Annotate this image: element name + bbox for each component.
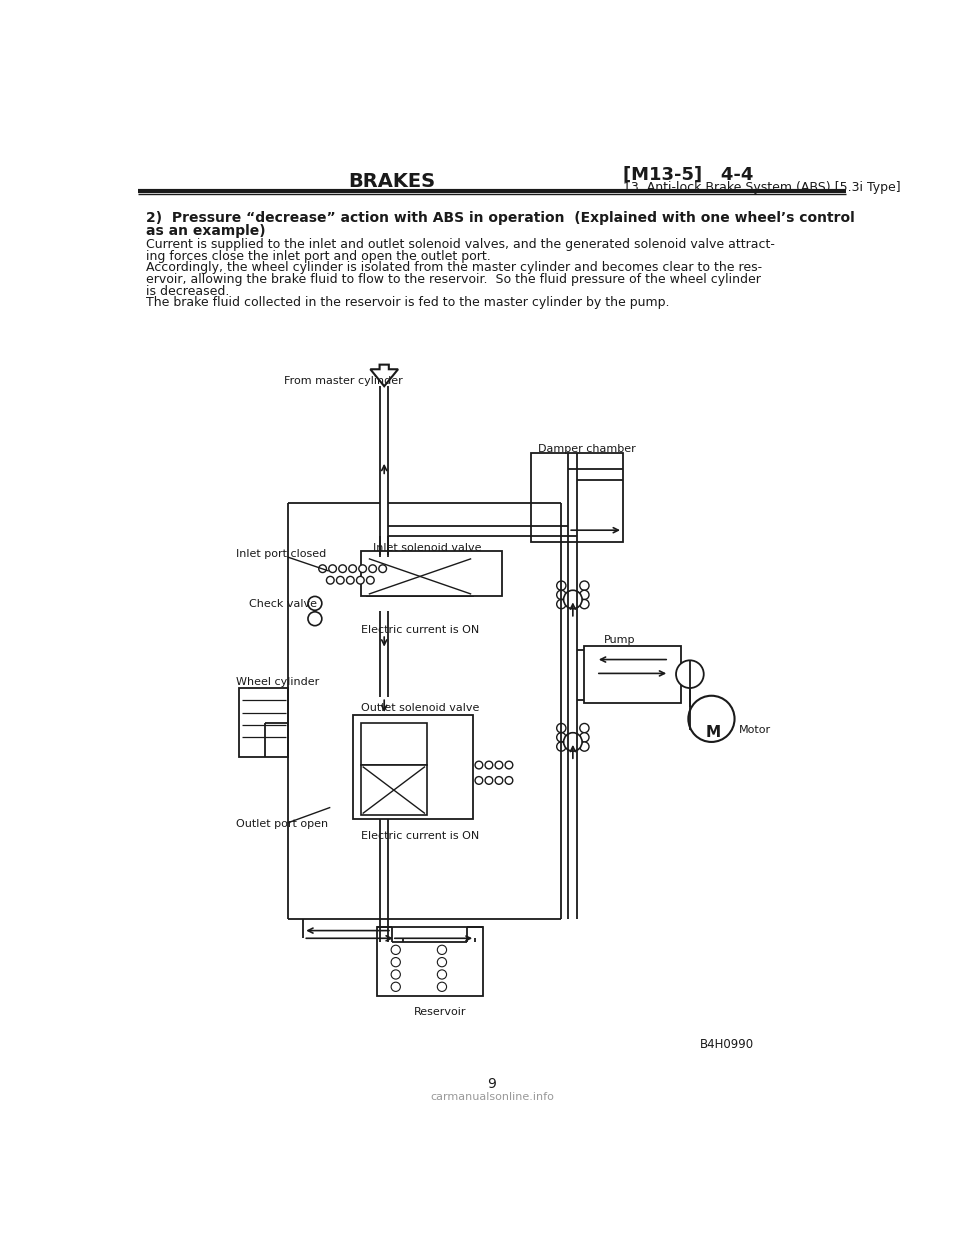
Text: BRAKES: BRAKES [348,173,436,191]
Circle shape [557,581,565,590]
Text: Inlet port closed: Inlet port closed [236,549,326,559]
Circle shape [438,970,446,979]
Circle shape [438,945,446,954]
Circle shape [326,576,334,584]
Circle shape [564,733,582,751]
Circle shape [505,776,513,784]
Bar [361,723,426,765]
Text: [M13-5]   4-4: [M13-5] 4-4 [623,166,754,184]
Text: Current is supplied to the inlet and outlet solenoid valves, and the generated s: Current is supplied to the inlet and out… [146,238,775,251]
Text: Inlet solenoid valve: Inlet solenoid valve [372,543,481,553]
Text: 9: 9 [488,1077,496,1090]
Circle shape [495,776,503,784]
Text: 13. Anti-lock Brake System (ABS) [5.3i Type]: 13. Anti-lock Brake System (ABS) [5.3i T… [623,181,900,195]
Circle shape [356,576,364,584]
Circle shape [580,733,589,741]
Circle shape [580,723,589,733]
Circle shape [339,565,347,573]
Text: The brake fluid collected in the reservoir is fed to the master cylinder by the : The brake fluid collected in the reservo… [146,296,669,309]
Text: From master cylinder: From master cylinder [284,376,403,386]
Text: Outlet solenoid valve: Outlet solenoid valve [361,703,479,713]
Text: Check valve: Check valve [250,600,318,610]
Circle shape [328,565,336,573]
Text: Outlet port open: Outlet port open [236,818,328,828]
Circle shape [438,982,446,991]
Circle shape [580,590,589,600]
Circle shape [485,761,492,769]
Circle shape [557,723,565,733]
Circle shape [557,600,565,609]
Circle shape [391,982,400,991]
Bar [239,688,288,758]
Circle shape [347,576,354,584]
Text: carmanualsonline.info: carmanualsonline.info [430,1092,554,1103]
Circle shape [438,958,446,966]
Circle shape [505,761,513,769]
Bar [376,927,483,996]
Text: ing forces close the inlet port and open the outlet port.: ing forces close the inlet port and open… [146,250,491,263]
Circle shape [557,590,565,600]
Circle shape [580,741,589,751]
Circle shape [676,661,704,688]
Circle shape [475,776,483,784]
Text: ervoir, allowing the brake fluid to flow to the reservoir.  So the fluid pressur: ervoir, allowing the brake fluid to flow… [146,273,760,286]
Circle shape [319,565,326,573]
Circle shape [369,565,376,573]
Circle shape [564,590,582,609]
Text: Wheel cylinder: Wheel cylinder [236,677,320,687]
Circle shape [557,733,565,741]
Circle shape [391,958,400,966]
Circle shape [688,696,734,741]
Text: M: M [706,725,721,740]
Circle shape [367,576,374,584]
Circle shape [485,776,492,784]
Circle shape [580,581,589,590]
Text: B4H0990: B4H0990 [700,1038,754,1052]
Text: Accordingly, the wheel cylinder is isolated from the master cylinder and becomes: Accordingly, the wheel cylinder is isola… [146,262,761,274]
Text: as an example): as an example) [146,224,265,237]
Text: Electric current is ON: Electric current is ON [361,625,479,635]
Text: Pump: Pump [604,635,636,645]
Bar [531,453,623,542]
Text: Electric current is ON: Electric current is ON [361,831,479,841]
Text: Damper chamber: Damper chamber [539,443,636,453]
Text: Motor: Motor [738,725,771,735]
Circle shape [359,565,367,573]
Circle shape [308,612,322,626]
Circle shape [557,741,565,751]
Circle shape [495,761,503,769]
Polygon shape [371,365,398,386]
Bar [585,646,681,703]
Bar [361,551,502,596]
Bar [361,765,426,815]
Circle shape [348,565,356,573]
Text: Reservoir: Reservoir [414,1007,467,1017]
Circle shape [308,596,322,610]
Bar [368,558,472,596]
Text: 2)  Pressure “decrease” action with ABS in operation  (Explained with one wheel’: 2) Pressure “decrease” action with ABS i… [146,211,854,225]
Circle shape [379,565,387,573]
Text: is decreased.: is decreased. [146,284,228,298]
Circle shape [580,600,589,609]
Circle shape [475,761,483,769]
Circle shape [391,945,400,954]
Bar [353,715,472,818]
Circle shape [391,970,400,979]
Circle shape [336,576,344,584]
